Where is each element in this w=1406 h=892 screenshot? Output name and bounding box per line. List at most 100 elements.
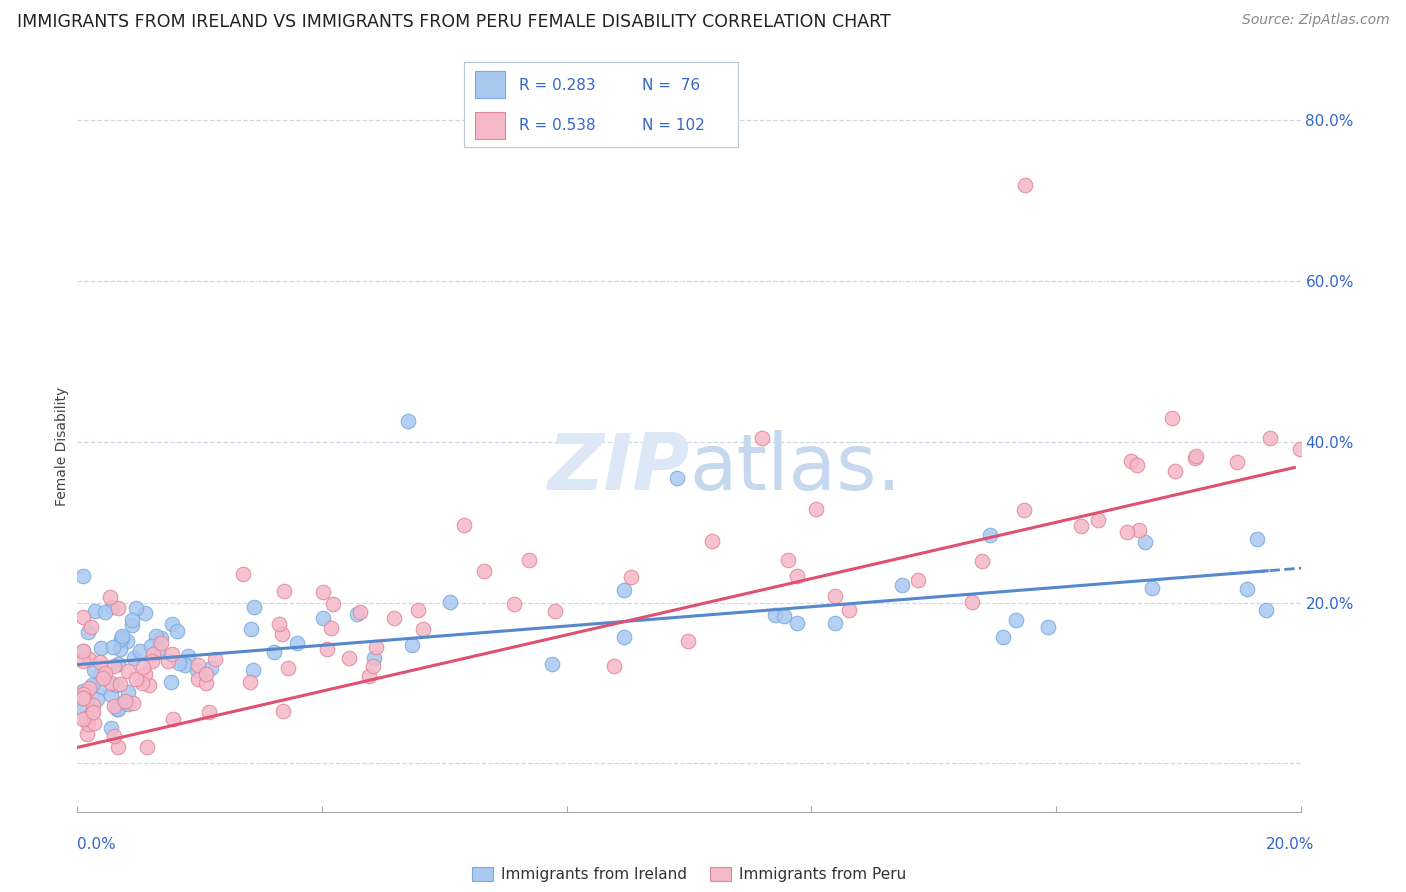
Point — [1070, 519, 1092, 533]
Point — [270, 626, 292, 640]
Point — [195, 666, 218, 681]
Point — [90, 641, 112, 656]
Point — [125, 600, 148, 615]
Point — [204, 651, 226, 665]
Point — [439, 595, 461, 609]
Point — [1014, 178, 1036, 192]
Point — [198, 706, 221, 720]
Point — [150, 636, 173, 650]
Point — [83, 716, 105, 731]
Point — [157, 654, 180, 668]
Point — [322, 597, 344, 611]
Point — [77, 652, 100, 666]
Point — [105, 702, 128, 716]
Point — [108, 677, 131, 691]
Point — [406, 603, 429, 617]
Point — [108, 642, 131, 657]
Point — [107, 740, 129, 755]
Point — [173, 657, 195, 672]
Point — [82, 698, 104, 712]
Point — [91, 680, 114, 694]
Point — [75, 684, 97, 698]
Point — [141, 639, 163, 653]
Point — [1005, 613, 1028, 627]
Point — [79, 619, 101, 633]
Point — [1126, 458, 1149, 473]
Point — [94, 605, 117, 619]
Point — [242, 663, 264, 677]
Point — [186, 663, 208, 677]
Point — [138, 678, 160, 692]
Point — [962, 595, 984, 609]
Text: atlas.: atlas. — [689, 430, 901, 506]
Point — [502, 597, 524, 611]
Point — [364, 640, 387, 654]
Point — [121, 617, 143, 632]
Point — [763, 607, 786, 622]
Point — [544, 604, 567, 618]
Point — [100, 721, 122, 735]
Point — [316, 641, 339, 656]
Point — [453, 518, 475, 533]
Point — [107, 702, 129, 716]
Point — [242, 599, 264, 614]
Point — [519, 553, 541, 567]
Point — [72, 712, 94, 726]
Point — [361, 658, 384, 673]
Point — [993, 630, 1015, 644]
Point — [824, 589, 846, 603]
Point — [83, 663, 105, 677]
Point — [472, 564, 495, 578]
Text: R = 0.538: R = 0.538 — [519, 119, 595, 134]
Point — [337, 651, 360, 665]
Point — [110, 632, 132, 646]
Text: 20.0%: 20.0% — [1267, 837, 1315, 852]
Point — [80, 678, 103, 692]
Point — [117, 697, 139, 711]
Point — [1258, 431, 1281, 445]
Point — [541, 657, 564, 672]
Point — [1226, 455, 1249, 469]
Point — [135, 740, 157, 755]
Point — [72, 690, 94, 705]
Point — [1087, 513, 1109, 527]
Point — [77, 681, 100, 696]
Point — [166, 624, 188, 639]
Point — [72, 684, 94, 698]
Point — [167, 656, 190, 670]
Point — [319, 621, 342, 635]
Point — [117, 664, 139, 678]
Point — [149, 631, 172, 645]
Point — [1036, 620, 1059, 634]
Point — [86, 692, 108, 706]
Point — [1236, 582, 1258, 597]
Point — [160, 647, 183, 661]
Point — [232, 566, 254, 581]
Point — [1184, 451, 1206, 466]
Point — [363, 651, 385, 665]
Point — [107, 657, 129, 672]
Point — [148, 642, 170, 657]
Point — [100, 675, 122, 690]
Point — [287, 636, 309, 650]
Point — [91, 671, 114, 685]
Point — [700, 533, 723, 548]
Point — [72, 654, 94, 668]
Point — [382, 611, 405, 625]
Point — [84, 604, 107, 618]
Point — [72, 610, 94, 624]
Point — [159, 674, 181, 689]
Point — [1140, 581, 1163, 595]
Text: N =  76: N = 76 — [643, 78, 700, 93]
Point — [72, 644, 94, 658]
Point — [141, 654, 163, 668]
Point — [142, 648, 165, 662]
Point — [89, 667, 111, 681]
Point — [75, 711, 97, 725]
Point — [1161, 411, 1184, 425]
Point — [89, 656, 111, 670]
Point — [105, 678, 128, 692]
Point — [103, 730, 125, 744]
Point — [263, 645, 285, 659]
Y-axis label: Female Disability: Female Disability — [55, 386, 69, 506]
